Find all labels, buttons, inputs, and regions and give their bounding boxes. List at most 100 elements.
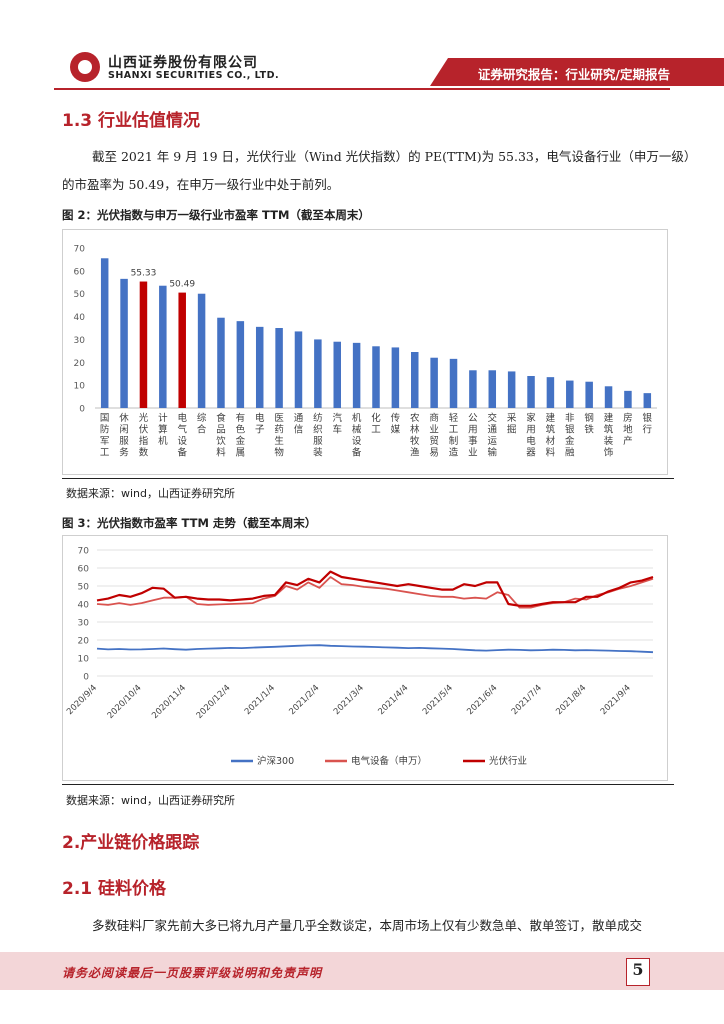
bar [527,376,535,408]
bar-category-label-char: 用 [468,425,478,436]
bar-category-label-char: 材 [546,435,556,447]
bar [236,321,245,408]
bar [294,331,303,408]
page-number-box [626,958,650,986]
bar-category-label-char: 通 [294,413,304,424]
bar-category-label-char: 工 [100,448,110,459]
section-2-1-paragraph-line-1: 多数硅料厂家先前大多已将九月产量几乎全数谈定，本周市场上仅有少数急单、散单签订，… [92,918,643,933]
bar-category-label-char: 国 [100,413,110,424]
bar-category-label-char: 家 [526,412,536,424]
bar-category-label-char: 伏 [139,424,149,436]
bar-category-label-char: 药 [274,425,284,436]
footer-band [0,952,724,990]
bar-category-label-char: 金 [565,435,575,447]
bar-category-label-char: 工 [371,425,381,436]
bar-data-label: 50.49 [169,280,195,290]
bar-category-label-char: 牧 [410,435,420,447]
company-name-en: SHANXI SECURITIES CO., LTD. [108,70,280,81]
bar-category-label-char: 闲 [119,425,129,436]
bar-category-label-char: 属 [236,448,246,459]
header-divider [54,88,670,90]
bar-category-label-char: 输 [488,447,498,459]
bar [352,342,361,408]
bar-y-tick-label: 0 [79,405,85,415]
bar-category-label-char: 掘 [507,424,517,436]
bar-category-label-char: 料 [216,447,226,459]
bar-category-label-char: 造 [449,447,459,459]
bar-category-label-char: 纺 [313,412,323,424]
bar-data-label: 55.33 [131,269,157,279]
bar [546,377,555,408]
bar-category-label-char: 电 [526,435,536,447]
bar [449,358,458,408]
line-y-tick-label: 70 [78,547,90,557]
bar-y-tick-label: 40 [74,313,86,323]
line-x-tick-label: 2021/3/4 [332,683,366,717]
line-chart-svg: 0 10 20 30 40 50 60 70 2020/9/4 2020/10/4 2020/11/… [65,547,654,767]
bar-category-label-char: 电 [255,412,265,424]
line-x-tick-label: 2021/1/4 [243,683,277,717]
figure-3-rule [62,784,674,785]
bar-y-tick-label: 60 [74,267,86,277]
bar-category-label-char: 交 [488,412,498,424]
bar-category-label-char: 农 [410,412,420,424]
bar-category-label-char: 通 [488,425,498,436]
bar [100,258,109,408]
line-x-tick-label: 2020/11/4 [150,683,188,721]
bar-category-label-char: 品 [216,425,226,436]
bar [430,357,438,408]
bar-category-label-char: 综 [197,412,207,424]
bar-category-label-char: 化 [371,412,381,424]
bar-category-label-char: 生 [274,435,284,447]
bar [120,278,128,408]
bar-category-label-char: 防 [100,424,110,436]
figure-3-source: 数据来源：wind，山西证券研究所 [66,794,236,807]
figure-3-chart: 0 10 20 30 40 50 60 70 2020/9/4 2020/10/4 2020/11/… [62,535,668,781]
bar [139,281,148,408]
bar [488,370,497,408]
line-y-tick-label: 50 [78,583,90,593]
bar-category-label-char: 用 [526,425,536,436]
section-2-1-title: 2.1 硅料价格 [62,879,167,899]
bar-category-label-char: 业 [429,425,439,436]
page-number: 5 [632,960,644,979]
bar-category-label-char: 备 [177,447,187,459]
figure-2-source: 数据来源：wind，山西证券研究所 [66,487,236,500]
figure-2-caption: 图 2：光伏指数与申万一级行业市盈率 TTM（截至本周末） [62,208,370,222]
bar-chart-svg: 010203040506070国防军工休闲服务55.33光伏指数计算机50.49… [74,245,657,459]
bar-category-label-char: 银 [565,424,575,436]
company-logo-icon [70,52,100,82]
bar-category-label-char: 商 [429,412,439,424]
bar-category-label-char: 计 [158,412,168,424]
bar [178,292,186,408]
section-1-3-paragraph-line-2: 的市盈率为 50.49，在申万一级行业中处于前列。 [62,177,340,192]
bar-category-label-char: 行 [643,424,653,436]
bar-category-label-char: 采 [507,413,517,424]
line-y-tick-label: 0 [83,673,89,683]
bar-category-label-char: 融 [565,448,575,459]
bar-category-label-char: 食 [216,412,226,424]
bar-category-label-char: 产 [623,435,633,447]
bar-category-label-char: 渔 [410,448,420,459]
bar-category-label-char: 料 [546,447,556,459]
bar-category-label-char: 铁 [584,424,594,436]
bar-category-label-char: 械 [352,424,362,436]
bar-category-label-char: 地 [623,424,633,436]
figure-2-rule [62,478,674,479]
bar [217,317,225,408]
bar-category-label-char: 合 [197,424,207,436]
bar [372,346,380,408]
bar-y-tick-label: 50 [74,290,86,300]
line-x-tick-label: 2021/8/4 [554,683,588,717]
bar-category-label-char: 子 [255,425,265,436]
bar-category-label-char: 贸 [429,435,439,447]
bar-y-tick-label: 70 [74,245,86,255]
bar [624,390,632,408]
bar-category-label-char: 房 [623,412,633,424]
bar-y-tick-label: 10 [74,382,86,392]
bar-category-label-char: 备 [352,447,362,459]
line-x-tick-label: 2020/10/4 [106,683,144,721]
bar [159,285,167,408]
bar-category-label-char: 筑 [546,424,556,436]
bar-category-label-char: 公 [468,413,478,424]
